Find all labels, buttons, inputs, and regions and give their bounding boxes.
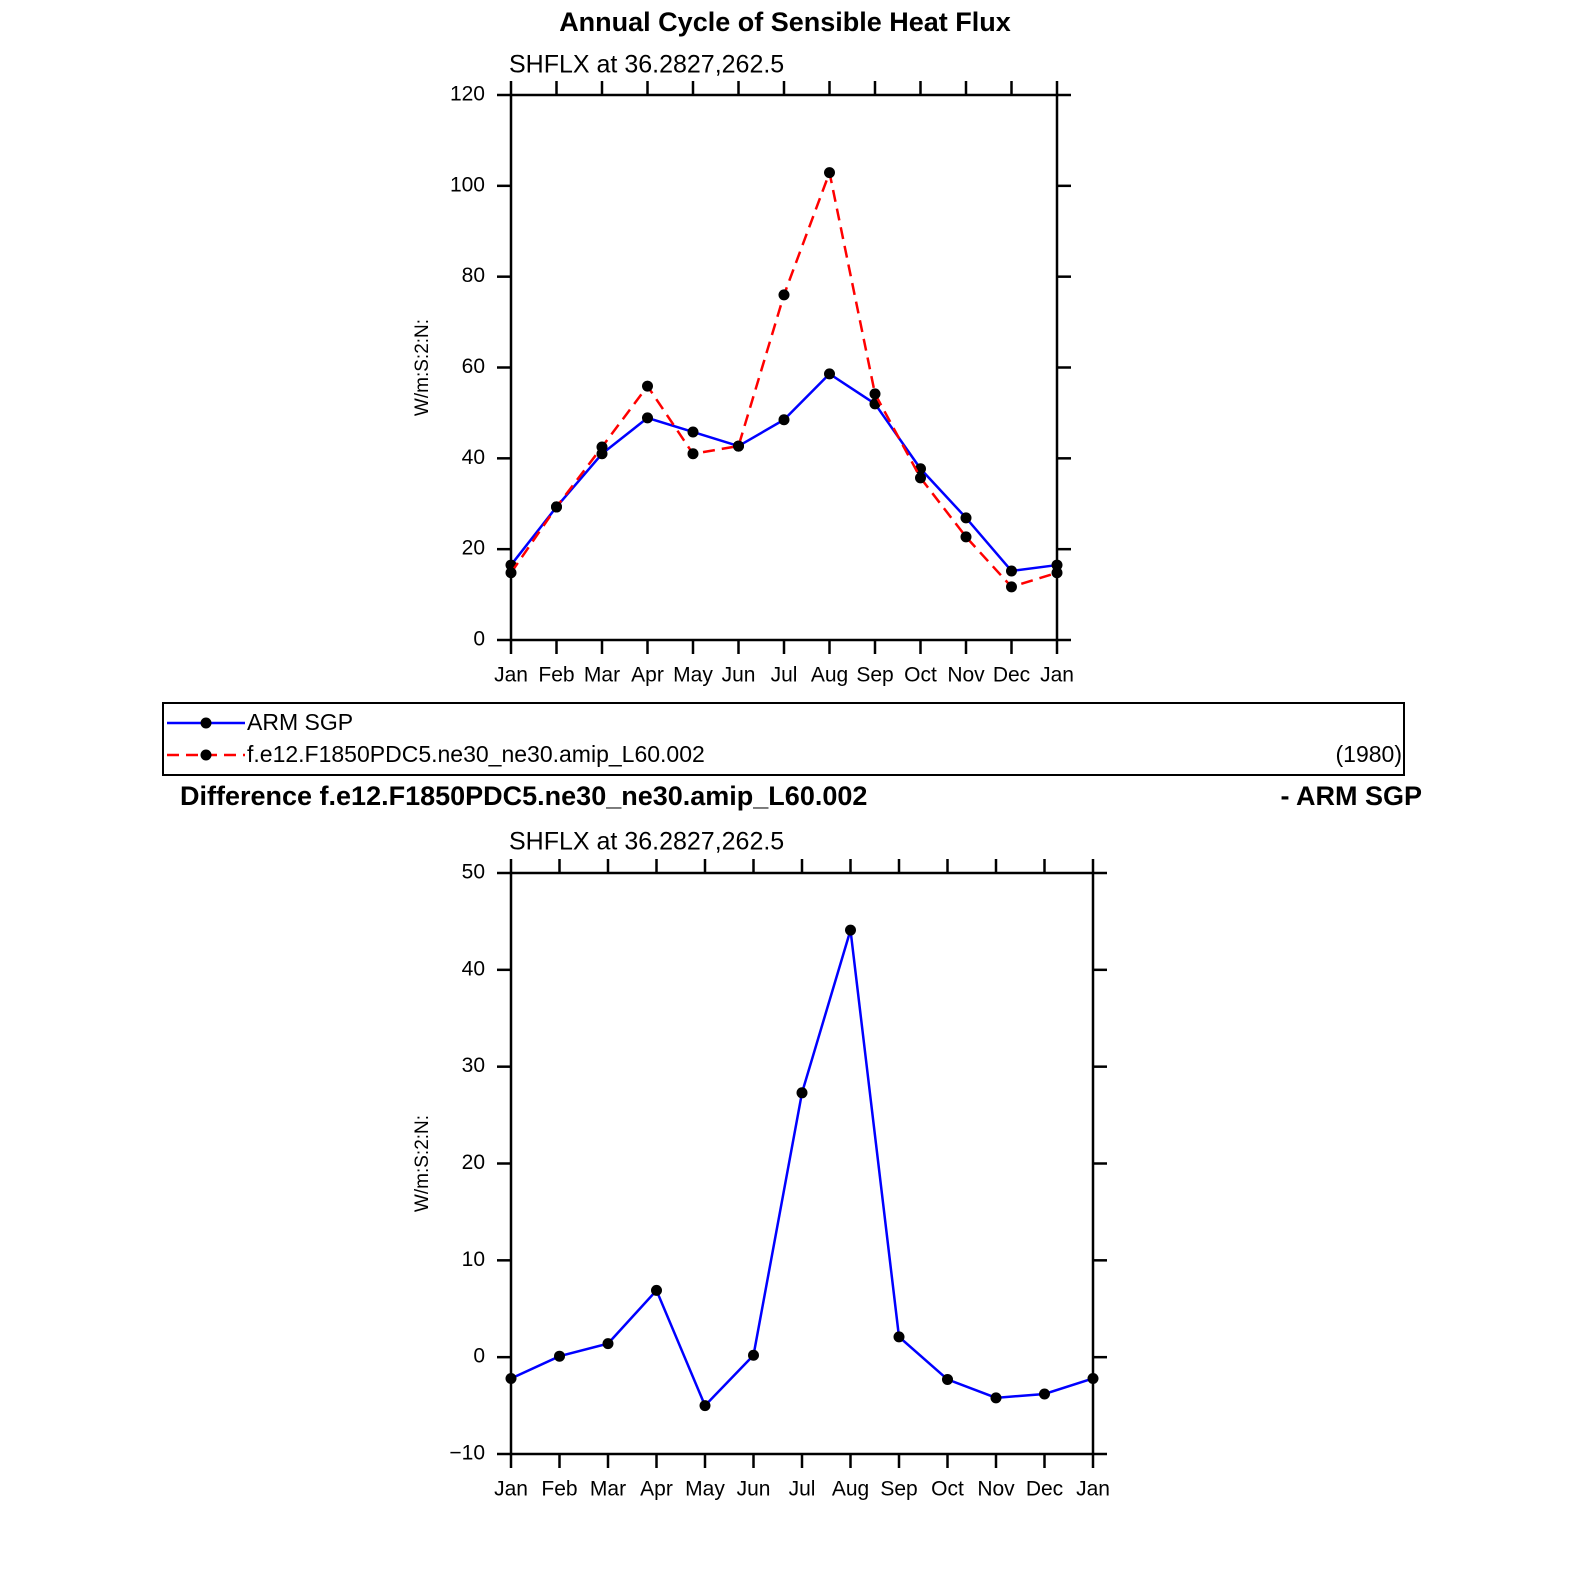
y-tick-label: 10 — [462, 1248, 485, 1271]
legend-label: ARM SGP — [247, 709, 353, 735]
data-point — [748, 1349, 759, 1361]
data-point — [893, 1331, 905, 1343]
data-point — [845, 924, 856, 936]
x-tick-label: Aug — [811, 664, 848, 687]
x-tick-label: Jan — [1076, 1478, 1110, 1501]
x-tick-label: Jan — [494, 1478, 528, 1501]
y-tick-label: 40 — [462, 957, 485, 980]
data-point — [596, 441, 608, 453]
y-tick-label: 50 — [462, 861, 485, 884]
legend-marker — [200, 749, 212, 761]
x-tick-label: Apr — [631, 664, 664, 687]
y-tick-label: 30 — [462, 1054, 485, 1077]
x-tick-label: Jul — [771, 664, 798, 687]
data-point — [699, 1400, 711, 1412]
data-point — [778, 414, 790, 426]
x-tick-label: Mar — [590, 1478, 626, 1501]
data-point — [869, 388, 881, 400]
subtitle: SHFLX at 36.2827,262.5 — [509, 51, 784, 79]
y-tick-label: 20 — [462, 1151, 485, 1174]
chart-title: Annual Cycle of Sensible Heat Flux — [559, 7, 1011, 37]
data-point — [960, 531, 972, 543]
legend-box — [162, 702, 1405, 776]
data-point — [1006, 565, 1017, 577]
y-tick-label: 120 — [450, 83, 485, 106]
y-tick-label: 0 — [473, 1345, 485, 1368]
data-point — [942, 1373, 953, 1385]
y-tick-label: 20 — [462, 537, 485, 560]
x-tick-label: Nov — [947, 664, 985, 687]
data-point — [1087, 1372, 1099, 1384]
y-tick-label: 100 — [450, 173, 485, 196]
data-point — [824, 368, 835, 380]
plot-frame — [509, 93, 1059, 642]
data-point — [602, 1338, 614, 1350]
x-tick-label: Jan — [494, 664, 528, 687]
y-tick-label: 60 — [462, 355, 485, 378]
y-tick-label: 80 — [462, 264, 485, 287]
data-point — [505, 567, 517, 579]
legend-marker — [200, 717, 212, 729]
data-point — [1006, 581, 1017, 593]
legend-note: (1980) — [1336, 741, 1402, 767]
y-tick-label: 40 — [462, 446, 485, 469]
data-point — [733, 440, 744, 452]
x-tick-label: Oct — [904, 664, 937, 687]
data-point — [551, 501, 562, 513]
data-point — [778, 289, 790, 301]
x-tick-label: Oct — [931, 1478, 964, 1501]
x-tick-label: Apr — [640, 1478, 673, 1501]
data-point — [990, 1392, 1002, 1404]
x-tick-label: Feb — [538, 664, 574, 687]
x-tick-label: Feb — [541, 1478, 577, 1501]
x-tick-label: Dec — [1026, 1478, 1063, 1501]
series-line — [510, 372, 1058, 573]
x-tick-label: Nov — [977, 1478, 1015, 1501]
x-tick-label: Jun — [722, 664, 756, 687]
subtitle: SHFLX at 36.2827,262.5 — [509, 828, 784, 856]
data-point — [796, 1087, 808, 1099]
x-tick-label: Dec — [993, 664, 1030, 687]
data-point — [687, 426, 699, 438]
y-axis-label: W/m:S:2:N: — [412, 1115, 433, 1212]
plot-frame — [509, 871, 1095, 1456]
x-tick-label: Sep — [856, 664, 893, 687]
series-line — [510, 929, 1094, 1408]
data-point — [1051, 567, 1063, 579]
data-point — [1051, 559, 1063, 571]
y-tick-label: −10 — [449, 1442, 485, 1465]
x-tick-label: May — [673, 664, 713, 687]
x-tick-label: Aug — [832, 1478, 869, 1501]
chart-title-right: - ARM SGP — [1281, 781, 1423, 811]
x-tick-label: Sep — [880, 1478, 917, 1501]
chart-title: Difference f.e12.F1850PDC5.ne30_ne30.ami… — [180, 781, 867, 811]
data-point — [651, 1284, 662, 1296]
data-point — [642, 412, 653, 424]
x-tick-label: May — [685, 1478, 725, 1501]
y-tick-label: 0 — [473, 628, 485, 651]
x-tick-label: Jul — [789, 1478, 816, 1501]
series-line — [509, 168, 1058, 589]
data-point — [505, 1372, 517, 1384]
x-tick-label: Mar — [584, 664, 620, 687]
y-axis-label: W/m:S:2:N: — [412, 319, 433, 416]
x-tick-label: Jun — [737, 1478, 771, 1501]
legend-label: f.e12.F1850PDC5.ne30_ne30.amip_L60.002 — [247, 741, 705, 767]
data-point — [1039, 1388, 1050, 1400]
data-point — [687, 448, 699, 460]
data-point — [960, 512, 972, 524]
x-tick-label: Jan — [1040, 664, 1074, 687]
data-point — [554, 1350, 565, 1362]
data-point — [642, 380, 653, 392]
data-point — [915, 472, 926, 484]
data-point — [824, 167, 835, 179]
